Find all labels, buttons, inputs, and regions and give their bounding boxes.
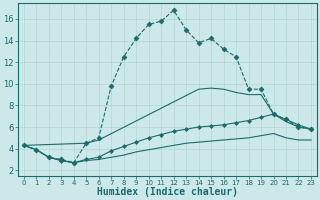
X-axis label: Humidex (Indice chaleur): Humidex (Indice chaleur) <box>97 187 238 197</box>
